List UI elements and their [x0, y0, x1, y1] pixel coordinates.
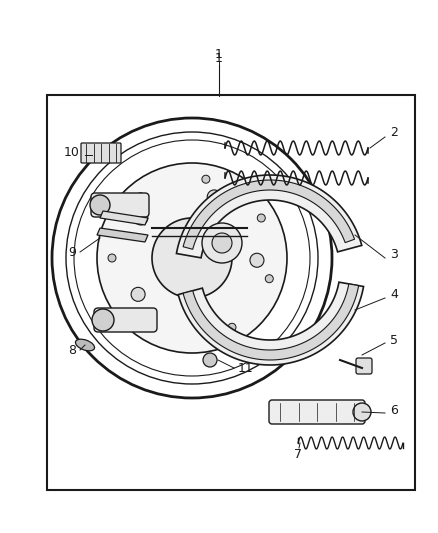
Polygon shape	[100, 211, 148, 225]
Circle shape	[228, 324, 236, 332]
Text: 7: 7	[294, 448, 302, 462]
Circle shape	[203, 313, 217, 327]
Text: 8: 8	[68, 343, 76, 357]
FancyBboxPatch shape	[269, 400, 365, 424]
Circle shape	[212, 233, 232, 253]
Circle shape	[137, 193, 145, 201]
Text: 1: 1	[215, 49, 223, 61]
Circle shape	[90, 195, 110, 215]
Text: 2: 2	[390, 126, 398, 140]
Circle shape	[152, 218, 232, 298]
Circle shape	[108, 254, 116, 262]
Circle shape	[142, 319, 150, 328]
Text: 11: 11	[238, 361, 254, 375]
Text: 1: 1	[215, 52, 223, 64]
FancyBboxPatch shape	[81, 143, 121, 163]
FancyBboxPatch shape	[356, 358, 372, 374]
Circle shape	[265, 274, 273, 282]
Text: 3: 3	[390, 248, 398, 262]
Text: 6: 6	[390, 403, 398, 416]
Circle shape	[207, 190, 221, 204]
Circle shape	[250, 253, 264, 267]
Ellipse shape	[75, 339, 95, 351]
Circle shape	[92, 309, 114, 331]
Text: 4: 4	[390, 288, 398, 302]
FancyBboxPatch shape	[94, 308, 157, 332]
Polygon shape	[183, 180, 355, 249]
Circle shape	[131, 287, 145, 301]
Polygon shape	[97, 228, 148, 242]
Circle shape	[203, 353, 217, 367]
Circle shape	[202, 175, 210, 183]
Polygon shape	[178, 282, 364, 365]
Circle shape	[134, 211, 148, 225]
FancyBboxPatch shape	[91, 193, 149, 217]
Text: 10: 10	[64, 146, 80, 158]
Polygon shape	[183, 284, 359, 360]
Text: 5: 5	[390, 334, 398, 346]
Polygon shape	[177, 175, 362, 258]
Circle shape	[353, 403, 371, 421]
Text: 9: 9	[68, 246, 76, 259]
Bar	[47, 95, 415, 490]
Circle shape	[202, 223, 242, 263]
Circle shape	[97, 163, 287, 353]
Circle shape	[257, 214, 265, 222]
